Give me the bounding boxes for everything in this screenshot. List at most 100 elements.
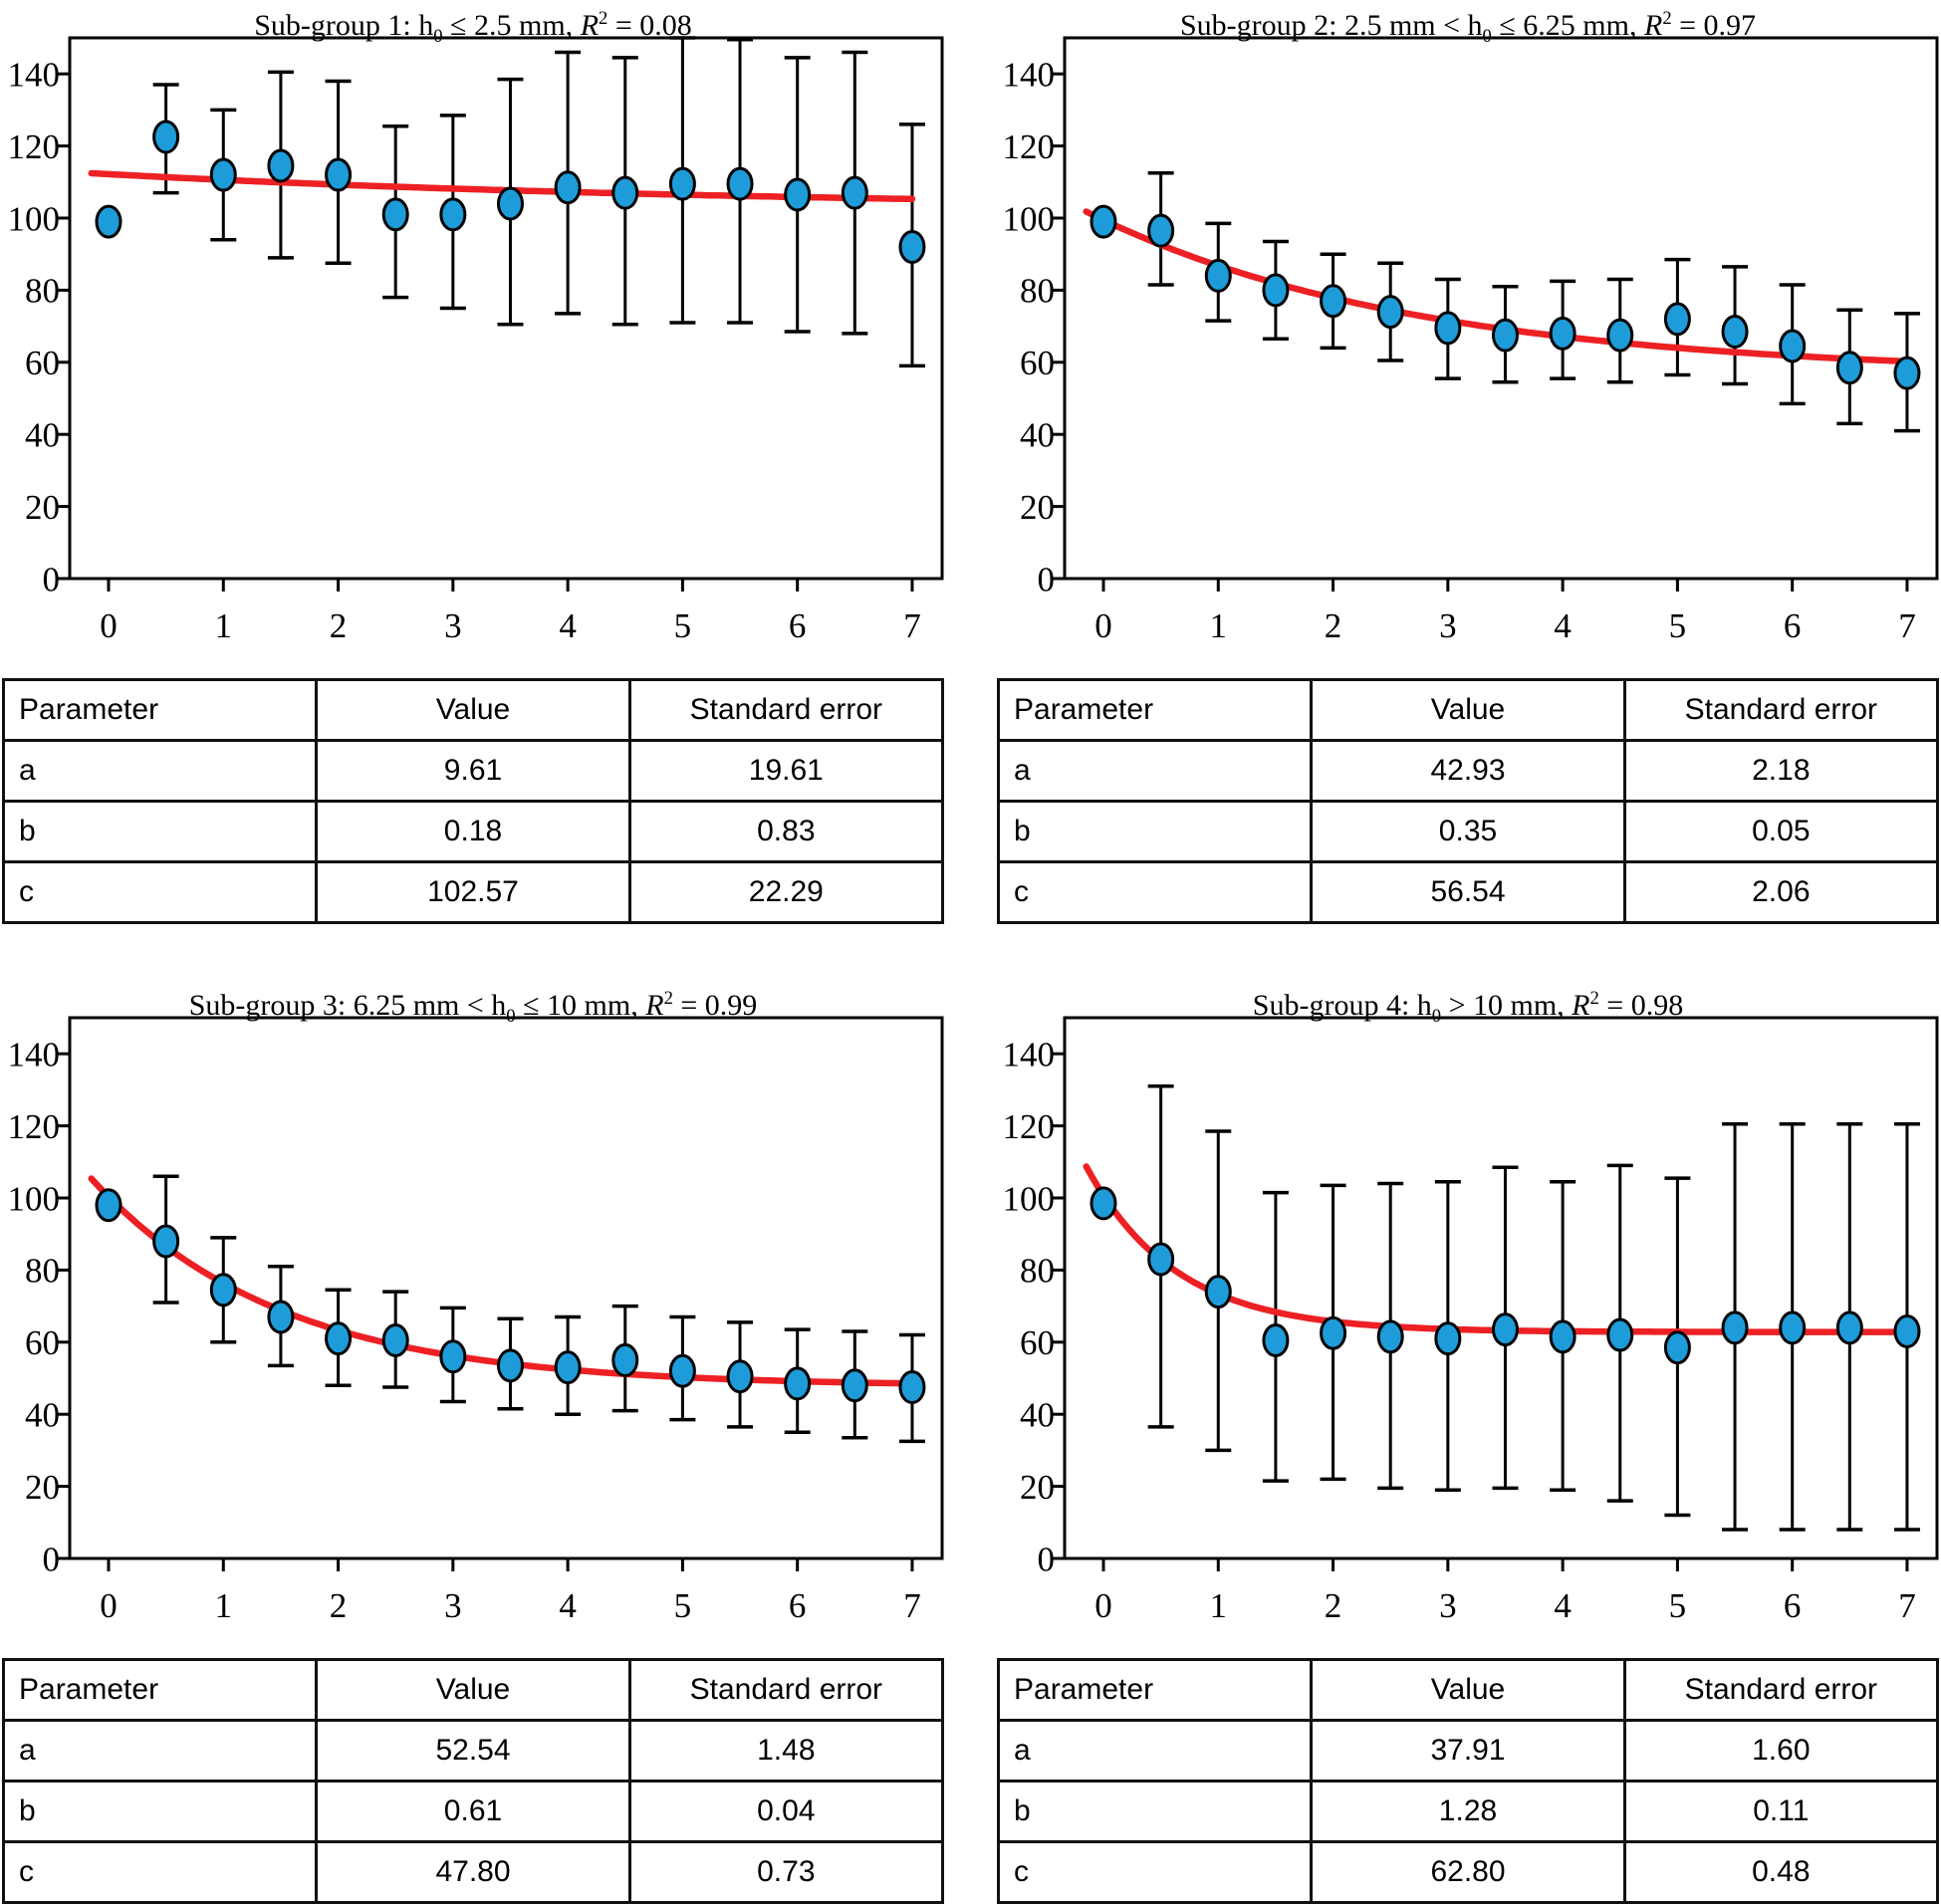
header-value: Value: [1310, 1658, 1626, 1722]
param-cell: a: [996, 1719, 1314, 1783]
parameter-table-subgroup-4: Parameter Value Standard error a 37.91 1…: [996, 1658, 1940, 1904]
x-axis-tick-label: 0: [100, 1586, 118, 1625]
title-superscript: 2: [663, 988, 673, 1009]
y-axis-tick-label: 20: [1020, 1468, 1055, 1507]
y-axis-tick-label: 0: [1038, 560, 1056, 598]
data-point: [784, 1366, 812, 1401]
data-point: [1204, 258, 1232, 293]
value-cell: 0.35: [1310, 800, 1626, 863]
param-cell: c: [996, 1840, 1314, 1904]
x-axis-tick-label: 2: [330, 1586, 348, 1625]
data-point: [1721, 315, 1749, 350]
y-axis-tick-label: 140: [8, 55, 61, 94]
data-point: [267, 1300, 295, 1334]
data-point: [1721, 1310, 1749, 1345]
data-point: [325, 157, 353, 192]
se-cell: 0.04: [627, 1780, 945, 1843]
table-header-row: Parameter Value Standard error: [996, 1658, 1940, 1722]
panel-subgroup-1: Sub-group 1: h0 ≤ 2.5 mm, R2 = 0.08 0 20 4…: [0, 2, 946, 924]
x-axis-tick-label: 3: [1439, 1586, 1457, 1625]
data-point: [1376, 1319, 1404, 1354]
x-axis-tick-label: 3: [1439, 606, 1457, 645]
header-standard-error: Standard error: [1622, 678, 1940, 742]
data-point: [381, 1322, 409, 1357]
y-axis-tick-label: 120: [1003, 127, 1056, 166]
data-point: [898, 1370, 926, 1405]
scatter-chart-subgroup-4: 0 20 40 60 80 100 120 140 0 1 2 3 4 5 6 7: [1003, 1016, 1939, 1625]
param-cell: a: [1, 739, 319, 803]
data-point: [668, 166, 696, 201]
se-cell: 1.48: [627, 1719, 945, 1783]
data-point: [1835, 1310, 1863, 1345]
scatter-chart-subgroup-1: 0 20 40 60 80 100 120 140 0 1 2 3 4 5 6 7: [8, 36, 944, 645]
data-point: [1779, 329, 1807, 363]
title-superscript: 2: [599, 8, 608, 29]
table-header-row: Parameter Value Standard error: [996, 678, 1940, 742]
y-axis-tick-label: 40: [1020, 1395, 1055, 1434]
y-axis-tick-label: 80: [25, 1252, 60, 1291]
x-axis-tick-label: 4: [1554, 1586, 1572, 1625]
data-point: [1663, 1330, 1691, 1365]
data-point: [209, 157, 237, 192]
param-cell: c: [1, 860, 319, 924]
data-point: [784, 177, 812, 212]
fit-curve: [1083, 1163, 1911, 1335]
table-row: a 37.91 1.60: [996, 1719, 1940, 1783]
x-axis-tick-label: 5: [1669, 1586, 1687, 1625]
value-cell: 0.61: [315, 1780, 631, 1843]
x-axis-tick-label: 0: [1094, 606, 1112, 645]
table-row: a 52.54 1.48: [1, 1719, 945, 1783]
y-axis-tick-label: 80: [1020, 272, 1055, 311]
se-cell: 0.48: [1622, 1840, 1940, 1904]
header-parameter: Parameter: [996, 678, 1314, 742]
data-point: [381, 197, 409, 232]
data-point: [1893, 356, 1921, 390]
chart-title-subgroup-4: Sub-group 4: h0 > 10 mm, R2 = 0.98: [995, 982, 1941, 1027]
y-axis-tick-label: 80: [25, 272, 60, 311]
param-cell: b: [996, 800, 1314, 863]
data-point: [1434, 311, 1462, 346]
data-point: [1262, 273, 1290, 308]
y-axis-tick-label: 40: [25, 1395, 60, 1434]
data-point: [1491, 318, 1519, 353]
parameter-table-subgroup-2: Parameter Value Standard error a 42.93 2…: [996, 678, 1940, 924]
header-value: Value: [315, 1658, 631, 1722]
data-point: [152, 1224, 180, 1259]
x-axis-tick-label: 6: [789, 606, 807, 645]
se-cell: 2.06: [1622, 860, 1940, 924]
table-header-row: Parameter Value Standard error: [1, 678, 945, 742]
table-row: b 0.61 0.04: [1, 1780, 945, 1843]
data-point: [152, 119, 180, 154]
x-axis-tick-label: 4: [559, 1586, 577, 1625]
x-axis-tick-label: 4: [559, 606, 577, 645]
x-axis-tick-label: 2: [1325, 606, 1342, 645]
param-cell: a: [1, 1719, 319, 1783]
panel-subgroup-4: Sub-group 4: h0 > 10 mm, R2 = 0.98 0 20 40…: [995, 982, 1941, 1904]
title-r-variable: R: [1572, 989, 1590, 1022]
x-axis-tick-label: 0: [100, 606, 118, 645]
table-row: b 0.18 0.83: [1, 800, 945, 863]
title-r-variable: R: [580, 9, 600, 42]
se-cell: 0.83: [627, 800, 945, 863]
y-axis-tick-label: 60: [1020, 1323, 1055, 1362]
data-point: [1606, 1317, 1634, 1352]
data-point: [1320, 284, 1347, 319]
x-axis-tick-label: 7: [903, 1586, 921, 1625]
table-row: b 1.28 0.11: [996, 1780, 1940, 1843]
param-cell: c: [996, 860, 1314, 924]
se-cell: 0.11: [1622, 1780, 1940, 1843]
data-point: [1090, 204, 1117, 239]
y-axis-tick-label: 120: [8, 127, 61, 166]
table-row: b 0.35 0.05: [996, 800, 1940, 863]
x-axis-tick-label: 2: [1325, 1586, 1342, 1625]
data-point: [1779, 1310, 1807, 1345]
x-axis-tick-label: 6: [1784, 1586, 1802, 1625]
table-row: c 47.80 0.73: [1, 1840, 945, 1904]
data-point: [95, 204, 122, 239]
y-axis-tick-label: 120: [8, 1107, 61, 1146]
data-point: [611, 1342, 639, 1377]
value-cell: 47.80: [315, 1840, 631, 1904]
x-axis-tick-label: 4: [1554, 606, 1572, 645]
y-axis-tick-label: 100: [1003, 199, 1056, 238]
data-point: [1204, 1275, 1232, 1309]
